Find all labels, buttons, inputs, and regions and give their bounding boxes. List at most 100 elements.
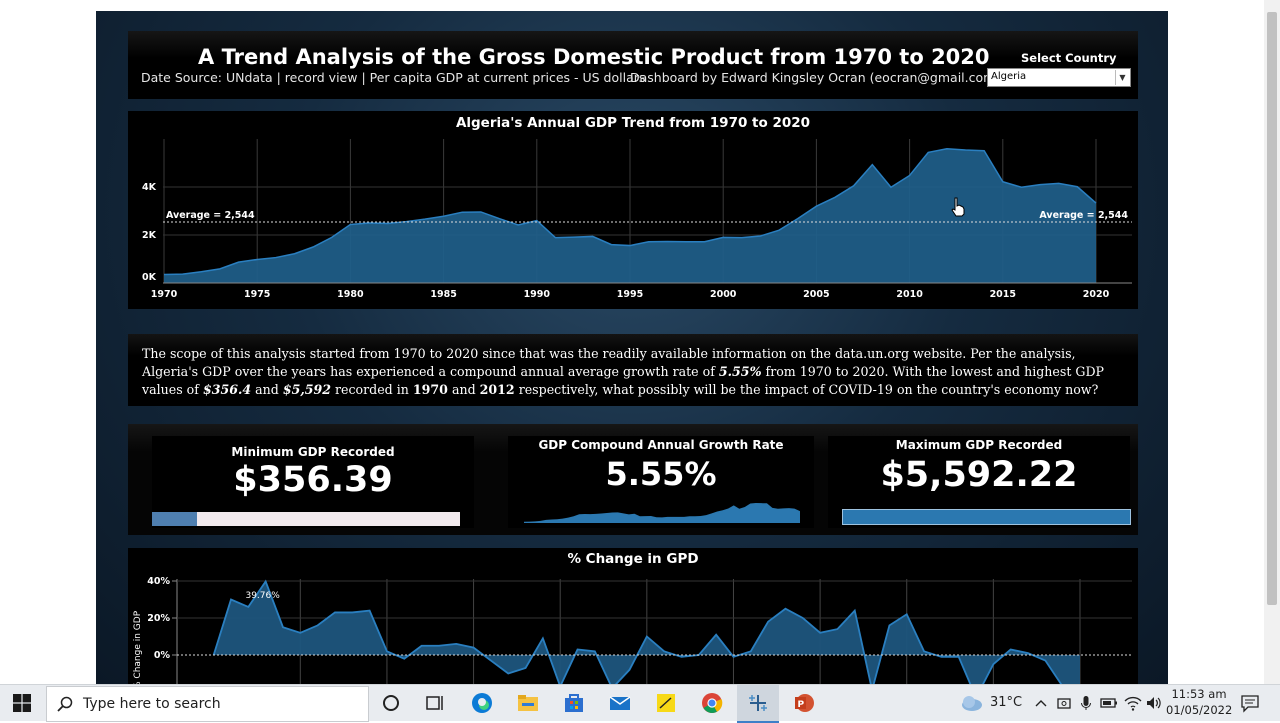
microphone-icon[interactable] [1079, 692, 1093, 714]
min-gdp-title: Minimum GDP Recorded [231, 445, 395, 459]
max-gdp-title: Maximum GDP Recorded [895, 438, 1063, 452]
tableau-icon [749, 695, 767, 711]
author-credit: Dashboard by Edward Kingsley Ocran (eocr… [630, 70, 1001, 85]
trend-x-tick: 2005 [803, 289, 829, 300]
pct-change-line [212, 579, 1065, 686]
gdp-trend-title: Algeria's Annual GDP Trend from 1970 to … [455, 115, 811, 131]
chevron-down-icon[interactable]: ▼ [1115, 70, 1129, 85]
summary-text: The scope of this analysis started from … [142, 345, 1122, 399]
windows-taskbar: Type here to search P 31°C 11:53 am 01/0… [0, 684, 1280, 723]
notification-icon[interactable] [1240, 692, 1260, 714]
average-label-right: Average = 2,544 [1039, 210, 1128, 221]
cagr-card[interactable]: GDP Compound Annual Growth Rate 5.55% [508, 436, 814, 528]
trend-x-tick: 1990 [524, 289, 551, 300]
data-source-text: Date Source: UNdata | record view | Per … [141, 70, 646, 85]
summary-panel: The scope of this analysis started from … [128, 334, 1138, 406]
average-label-left: Average = 2,544 [166, 210, 255, 221]
summary-part: from 1970 to 2020. With the lowest and h… [142, 364, 1105, 397]
trend-x-tick: 2020 [1083, 289, 1110, 300]
trend-x-tick: 1985 [430, 289, 456, 300]
weather-icon[interactable] [960, 692, 984, 714]
store-icon[interactable] [563, 692, 585, 714]
min-gdp-value: $356.39 [233, 460, 393, 500]
cagr-title: GDP Compound Annual Growth Rate [538, 438, 784, 452]
taskbar-search-box[interactable]: Type here to search [46, 686, 369, 722]
mail-icon[interactable] [609, 692, 631, 714]
dashboard: A Trend Analysis of the Gross Domestic P… [96, 11, 1168, 686]
battery-icon[interactable] [1099, 692, 1119, 714]
gdp-line [163, 148, 1097, 276]
pct-change-title: % Change in GPD [567, 551, 699, 567]
search-placeholder: Type here to search [83, 696, 221, 712]
trend-x-tick: 1975 [244, 289, 270, 300]
cagr-sparkline [524, 503, 800, 523]
sticky-notes-icon[interactable] [655, 692, 677, 714]
powerpoint-icon[interactable]: P [793, 692, 815, 714]
summary-min-value: $356.4 [202, 382, 252, 397]
summary-part: respectively, what possibly will be the … [514, 382, 1099, 397]
min-gdp-card[interactable]: Minimum GDP Recorded $356.39 [152, 436, 474, 528]
gdp-area [164, 148, 1096, 283]
trend-x-tick: 2010 [896, 289, 923, 300]
kpi-panel: Minimum GDP Recorded $356.39 GDP Compoun… [128, 424, 1138, 535]
max-gdp-bar-fill [842, 509, 1131, 525]
min-gdp-bar-track [152, 512, 460, 526]
pct-y-axis-title: % Change in GDP [133, 610, 143, 686]
summary-max-year: 2012 [479, 382, 515, 397]
summary-part: and [447, 382, 480, 397]
cortana-icon[interactable] [380, 692, 402, 714]
trend-x-tick: 1970 [151, 289, 178, 300]
country-dropdown-value: Algeria [991, 71, 1027, 82]
pct-change-chart[interactable]: 0% 20% 40% 39.76% % Change in GDP [128, 548, 1138, 686]
cagr-sparkline-area [524, 503, 800, 523]
trend-x-tick: 1980 [337, 289, 364, 300]
summary-part: recorded in [331, 382, 413, 397]
trend-x-tick: 2015 [990, 289, 1016, 300]
pct-y-tick: 0% [154, 650, 171, 661]
trend-y-tick: 2K [142, 230, 157, 241]
temperature-text[interactable]: 31°C [990, 695, 1023, 710]
file-explorer-icon[interactable] [517, 692, 539, 714]
dashboard-title: A Trend Analysis of the Gross Domestic P… [198, 45, 990, 69]
clock-date[interactable]: 01/05/2022 [1166, 703, 1233, 717]
summary-min-year: 1970 [412, 382, 448, 397]
wifi-icon[interactable] [1123, 692, 1143, 714]
country-dropdown[interactable]: Algeria ▼ [987, 68, 1131, 87]
summary-cagr: 5.55% [718, 364, 762, 379]
gdp-trend-chart[interactable]: Average = 2,544 Average = 2,544 0K 2K 4K 1970… [128, 111, 1138, 309]
chevron-up-icon[interactable] [1034, 692, 1048, 714]
hand-cursor-icon [951, 197, 965, 217]
windows-start-icon[interactable] [13, 694, 31, 712]
search-icon [57, 696, 73, 712]
summary-part: and [251, 382, 283, 397]
cagr-value: 5.55% [605, 455, 717, 493]
chrome-icon[interactable] [701, 692, 723, 714]
max-gdp-value: $5,592.22 [880, 455, 1078, 495]
summary-part: The scope of this analysis started from … [142, 346, 1076, 379]
summary-max-value: $5,592 [282, 382, 332, 397]
edge-icon[interactable] [471, 692, 493, 714]
scrollbar-thumb[interactable] [1267, 12, 1277, 605]
select-country-label: Select Country [1021, 51, 1117, 65]
max-gdp-bar-track [842, 509, 1131, 525]
clock-time[interactable]: 11:53 am [1171, 687, 1227, 701]
pct-y-tick: 20% [147, 613, 170, 624]
gdp-trend-panel: Algeria's Annual GDP Trend from 1970 to … [128, 111, 1138, 309]
volume-icon[interactable] [1145, 692, 1163, 714]
page-scrollbar[interactable] [1264, 0, 1280, 684]
camera-icon[interactable] [1056, 692, 1072, 714]
header-panel: A Trend Analysis of the Gross Domestic P… [128, 31, 1138, 99]
trend-y-tick: 0K [142, 272, 157, 283]
trend-x-tick: 2000 [710, 289, 737, 300]
pct-change-area [213, 581, 1080, 686]
pct-y-tick: 40% [147, 576, 170, 587]
trend-x-tick: 1995 [617, 289, 643, 300]
svg-text:P: P [798, 700, 805, 710]
pct-peak-label: 39.76% [245, 591, 280, 601]
task-view-icon[interactable] [424, 692, 446, 714]
min-gdp-bar-fill [152, 512, 198, 526]
trend-y-tick: 4K [142, 182, 157, 193]
pct-change-panel: % Change in GPD 0% 20% 40% 39.76% % Change i… [128, 548, 1138, 686]
tableau-taskbar-item[interactable] [737, 685, 779, 723]
max-gdp-card[interactable]: Maximum GDP Recorded $5,592.22 [828, 436, 1131, 528]
